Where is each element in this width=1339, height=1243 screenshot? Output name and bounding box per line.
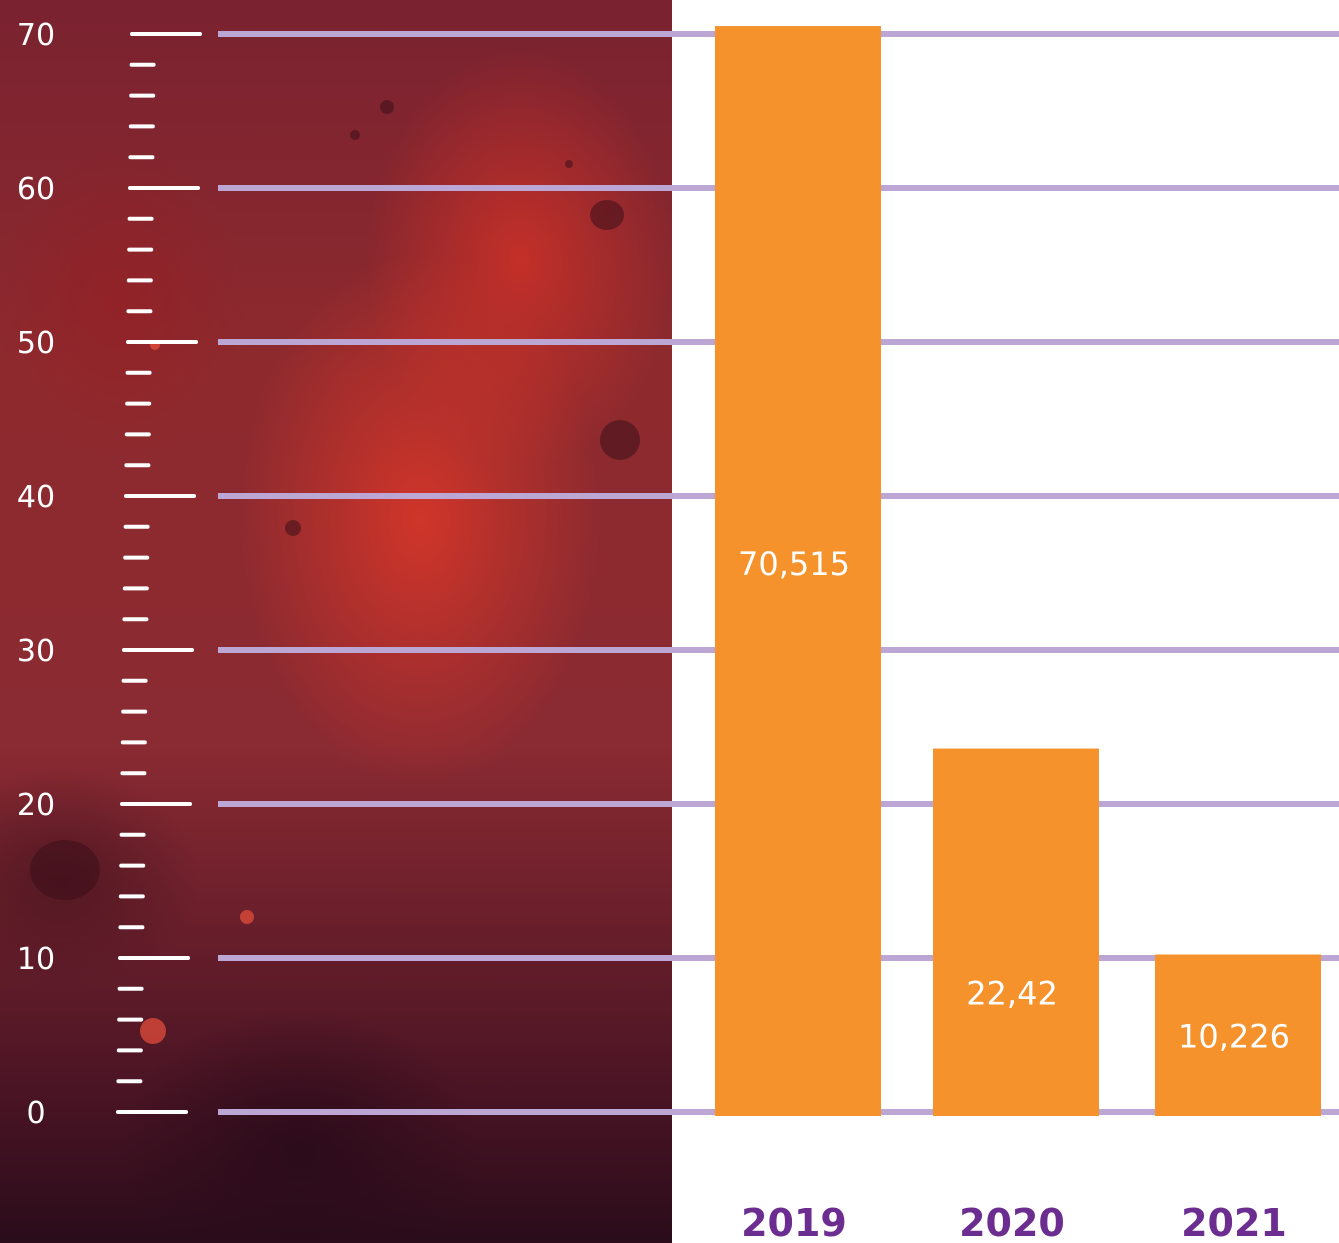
bar-2021 xyxy=(1155,954,1321,1116)
bar-value-label-2019: 70,515 xyxy=(738,545,850,583)
y-tick-label-30: 30 xyxy=(17,634,55,669)
bars xyxy=(715,26,1321,1117)
y-tick-label-50: 50 xyxy=(17,326,55,361)
y-tick-label-60: 60 xyxy=(17,172,55,207)
bar-value-label-2020: 22,42 xyxy=(966,974,1058,1012)
x-category-label-2021: 2021 xyxy=(1181,1201,1287,1243)
y-axis-ruler xyxy=(116,32,202,1114)
x-axis-category-labels: 2019 2020 2021 xyxy=(741,1201,1287,1243)
y-tick-label-0: 0 xyxy=(26,1096,45,1131)
bar-value-label-2021: 10,226 xyxy=(1178,1017,1290,1055)
y-tick-label-20: 20 xyxy=(17,788,55,823)
y-tick-label-70: 70 xyxy=(17,18,55,53)
y-tick-label-10: 10 xyxy=(17,942,55,977)
bar-value-labels: 70,515 22,42 10,226 xyxy=(738,545,1290,1055)
x-category-label-2019: 2019 xyxy=(741,1201,847,1243)
x-category-label-2020: 2020 xyxy=(959,1201,1065,1243)
y-axis-tick-labels: 0 10 20 30 40 50 60 70 xyxy=(17,18,55,1131)
y-tick-label-40: 40 xyxy=(17,480,55,515)
bar-2020 xyxy=(933,748,1099,1116)
bar-2019 xyxy=(715,26,881,1117)
chart-background-texture xyxy=(0,0,672,1243)
